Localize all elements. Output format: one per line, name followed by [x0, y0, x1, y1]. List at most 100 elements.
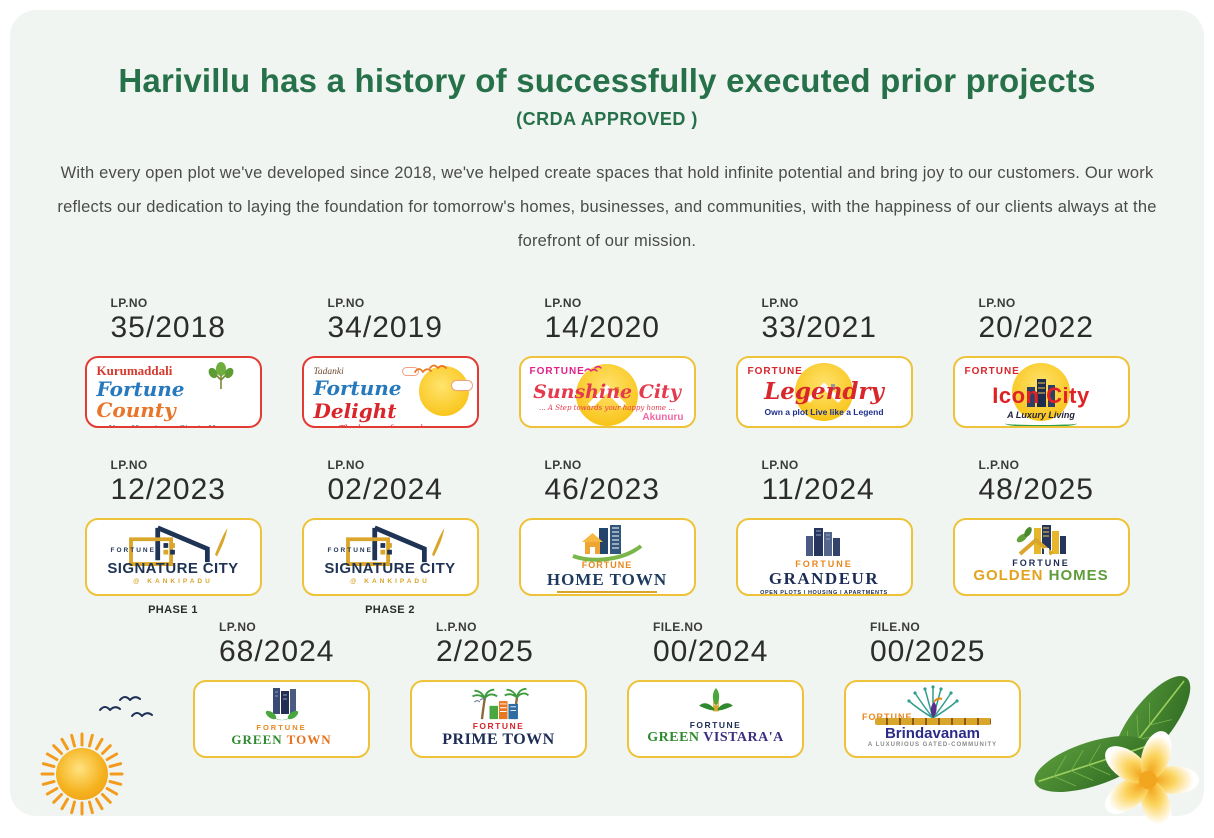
lp-number: 48/2025 — [978, 473, 1094, 506]
house-sun-icon — [576, 364, 638, 426]
logo-brand: FORTUNE — [529, 366, 585, 377]
buildings-leaves-icon — [1016, 525, 1066, 556]
logo-location: @ KANKIPADU — [133, 578, 213, 585]
logo-project-name: Legendry — [764, 378, 884, 405]
lp-label: LP.NO — [978, 296, 1016, 310]
logo-project-name: PRIME TOWN — [442, 731, 555, 748]
project-fortune-grandeur: LP.NO 11/2024 FORTUNE GRANDEUR — [735, 458, 913, 616]
project-fortune-county: LP.NO 35/2018 Kurumaddali Fortune — [84, 296, 262, 428]
file-label: FILE.NO — [653, 620, 704, 634]
logo-fortune-signature-city: FORTUNE SIGNATURE CITY @ KANKIPADU — [301, 518, 479, 596]
lp-number: 14/2020 — [544, 311, 660, 344]
logo-fortune-sunshine-city: FORTUNE Sunshine City ... A Step towards… — [518, 356, 696, 428]
page-title: Harivillu has a history of successfully … — [118, 62, 1096, 99]
logo-project-name: Icon City — [992, 383, 1090, 408]
project-meta: LP.NO 33/2021 — [736, 296, 913, 344]
phase-label: PHASE 1 — [148, 604, 198, 616]
project-meta: LP.NO 46/2023 — [519, 458, 696, 506]
house-roof-icon — [587, 384, 627, 408]
projects-grid: LP.NO 35/2018 Kurumaddali Fortune — [10, 296, 1204, 758]
logo-location: Akunuru — [642, 412, 684, 423]
project-fortune-brindavanam: FILE.NO 00/2025 — [844, 620, 1021, 758]
lp-number: 46/2023 — [544, 473, 660, 506]
logo-tagline: ... A Step towards your happy home ... — [539, 404, 675, 412]
cloud-icon — [401, 367, 419, 376]
house-sun-icon — [795, 363, 853, 421]
project-fortune-golden-homes: L.P.NO 48/2025 — [952, 458, 1130, 616]
logo-fortune-icon-city: FORTUNE Icon City A Luxury Living — [952, 356, 1130, 428]
lp-label: LP.NO — [761, 296, 799, 310]
logo-brand: FORTUNE — [256, 723, 307, 732]
palm-trees-buildings-icon — [471, 687, 529, 720]
logo-tagline: A LUXURIOUS GATED-COMMUNITY — [867, 742, 998, 748]
leaves-icon — [698, 687, 733, 712]
plumeria-flower-icon — [1034, 676, 1199, 829]
project-meta: LP.NO 20/2022 — [953, 296, 1130, 344]
logo-project-name: GREEN VISTARA'A — [647, 730, 784, 745]
peacock-feather-icon — [906, 685, 959, 719]
logo-tagline: A Luxury Living — [1007, 410, 1075, 420]
projects-row-2: LP.NO 12/2023 — [10, 458, 1204, 616]
lp-label: LP.NO — [110, 458, 148, 472]
projects-row-3: LP.NO 68/2024 FORTUNE — [10, 620, 1204, 758]
project-meta: LP.NO 35/2018 — [85, 296, 262, 344]
house-roof-icon — [806, 382, 842, 403]
buildings-sun-icon — [1012, 363, 1070, 421]
logo-brand: FORTUNE — [964, 366, 1020, 377]
project-meta: LP.NO 14/2020 — [519, 296, 696, 344]
logo-fortune-golden-homes: FORTUNE GOLDEN HOMES OPEN PLOTS | HOUSIN… — [952, 518, 1130, 596]
project-fortune-signature-city-phase-1: LP.NO 12/2023 — [84, 458, 262, 616]
logo-tagline: ...The home of your dreams — [314, 424, 467, 426]
logo-brand: FORTUNE — [110, 547, 156, 554]
logo-town-name: Kurumaddali — [96, 363, 173, 378]
logo-brand: FORTUNE — [795, 559, 853, 569]
intro-paragraph: With every open plot we've developed sin… — [57, 164, 1157, 250]
lp-label: LP.NO — [761, 458, 799, 472]
logo-fortune-signature-city: FORTUNE SIGNATURE CITY @ KANKIPADU — [84, 518, 262, 596]
project-meta: LP.NO 12/2023 — [85, 458, 262, 506]
logo-project-name: HOME TOWN — [546, 570, 668, 589]
birds-icon — [583, 365, 602, 372]
logo-brand: FORTUNE — [747, 366, 803, 377]
lp-number: 34/2019 — [327, 311, 443, 344]
logo-fortune-grandeur: FORTUNE GRANDEUR OPEN PLOTS | HOUSING | … — [735, 518, 913, 596]
logo-brand: FORTUNE — [327, 547, 373, 554]
file-number: 00/2025 — [870, 635, 986, 668]
project-fortune-green-town: LP.NO 68/2024 FORTUNE — [193, 620, 370, 758]
cloud-icon — [450, 380, 473, 391]
logo-fortune-county: Kurumaddali Fortune County Your Happines… — [84, 356, 262, 428]
project-fortune-legendry: LP.NO 33/2021 FORTUNE Legendry Own a plo — [735, 296, 913, 428]
lp-label: LP.NO — [110, 296, 148, 310]
birds-icon — [99, 696, 153, 717]
project-fortune-signature-city-phase-2: LP.NO 02/2024 — [301, 458, 479, 616]
project-fortune-home-town: LP.NO 46/2023 FORTUNE — [518, 458, 696, 616]
logo-project-name: Sunshine City — [533, 381, 681, 403]
logo-project-name: GRANDEUR — [768, 569, 880, 588]
lp-number: 11/2024 — [761, 473, 875, 506]
lp-label: LP.NO — [219, 620, 257, 634]
project-meta: FILE.NO 00/2025 — [844, 620, 1021, 668]
lp-label: LP.NO — [544, 296, 582, 310]
logo-fortune-brindavanam: FORTUNE Brindavanam A LUXURIOUS GATED-CO… — [844, 680, 1021, 758]
buildings-icon — [1027, 379, 1055, 407]
file-number: 00/2024 — [653, 635, 769, 668]
logo-fortune-home-town: FORTUNE HOME TOWN — [518, 518, 696, 596]
buildings-icon — [806, 528, 840, 556]
lp-number: 35/2018 — [110, 311, 226, 344]
house-outline-icon — [129, 525, 228, 566]
logo-brand: FORTUNE — [472, 721, 525, 731]
logo-fortune-green-vistaraa: FORTUNE GREEN VISTARA'A AN INTEGRATED GA… — [627, 680, 804, 758]
project-meta: FILE.NO 00/2024 — [627, 620, 804, 668]
logo-fortune-legendry: FORTUNE Legendry Own a plot Live like a … — [735, 356, 913, 428]
logo-project-name: SIGNATURE CITY — [107, 560, 239, 577]
logo-project-name: SIGNATURE CITY — [324, 560, 456, 577]
project-meta: L.P.NO 48/2025 — [953, 458, 1130, 506]
logo-brand: FORTUNE — [581, 560, 633, 570]
logo-brand: FORTUNE — [862, 712, 913, 722]
logo-fortune-green-town: FORTUNE GREEN TOWN OPEN PLOTS | HOUSING … — [193, 680, 370, 758]
project-meta: LP.NO 11/2024 — [736, 458, 913, 506]
logo-project-name: Fortune County — [96, 377, 185, 422]
logo-town-name: Tadanki — [313, 367, 344, 377]
logo-fortune-delight: Tadanki Fortune Delight ...The home of y… — [301, 356, 479, 428]
